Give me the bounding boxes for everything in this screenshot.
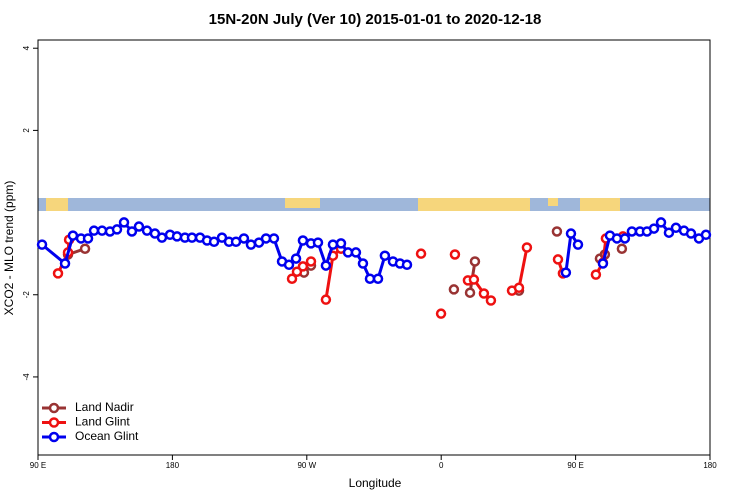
point — [449, 249, 461, 260]
point — [327, 239, 339, 250]
map-band — [38, 198, 710, 211]
point — [648, 223, 660, 234]
point — [572, 239, 584, 250]
point — [448, 284, 460, 295]
point — [171, 231, 183, 242]
point — [521, 242, 533, 253]
point — [52, 268, 64, 279]
land-patch — [46, 198, 68, 211]
point — [415, 248, 427, 259]
point — [88, 225, 100, 236]
point — [401, 259, 413, 271]
point — [67, 230, 79, 241]
point — [245, 239, 257, 250]
point — [590, 269, 602, 280]
point — [208, 236, 220, 247]
point — [619, 233, 631, 244]
point — [616, 243, 628, 254]
point — [283, 259, 295, 271]
x-tick-label: 180 — [703, 461, 717, 470]
point — [663, 227, 675, 238]
point — [350, 247, 362, 258]
point — [290, 253, 302, 264]
point — [469, 256, 481, 267]
point — [297, 261, 309, 272]
x-tick-label: 180 — [166, 461, 180, 470]
x-tick-label: 0 — [439, 461, 444, 470]
point — [700, 229, 712, 241]
legend-marker — [48, 402, 60, 414]
y-tick-label: 2 — [22, 128, 31, 133]
point — [468, 274, 480, 285]
point — [297, 235, 309, 246]
point — [286, 273, 298, 284]
point — [126, 226, 138, 237]
ocean-band — [38, 198, 710, 211]
point — [551, 226, 563, 237]
x-tick-label: 90 E — [567, 461, 583, 470]
land-patch — [285, 198, 320, 208]
point — [464, 287, 476, 298]
point — [685, 228, 697, 239]
point — [478, 288, 490, 299]
point — [364, 273, 376, 284]
legend-label: Land Glint — [75, 415, 130, 429]
x-axis-label: Longitude — [349, 476, 402, 490]
point — [655, 217, 667, 228]
point — [133, 221, 145, 232]
y-tick-label: -2 — [22, 291, 31, 299]
point — [379, 250, 391, 261]
point — [320, 294, 332, 305]
legend-marker — [48, 417, 60, 428]
point — [305, 256, 317, 267]
point — [320, 260, 332, 271]
point — [597, 258, 609, 269]
point — [335, 238, 347, 249]
point — [59, 258, 71, 269]
point — [36, 239, 48, 250]
land-patch — [548, 198, 558, 206]
y-tick-label: -4 — [22, 373, 31, 381]
point — [82, 233, 94, 244]
point — [670, 222, 682, 234]
point — [118, 217, 130, 228]
point — [565, 228, 577, 239]
point — [186, 232, 198, 243]
x-tick-label: 90 E — [30, 461, 46, 470]
point — [552, 254, 564, 265]
x-tick-label: 90 W — [297, 461, 316, 470]
y-axis-label: XCO2 - MLO trend (ppm) — [2, 181, 16, 316]
point — [435, 308, 447, 319]
land-patch — [418, 198, 530, 211]
point — [485, 295, 497, 306]
point — [372, 273, 384, 284]
land-patch — [580, 198, 620, 211]
point — [513, 282, 525, 294]
point — [312, 237, 324, 248]
y-tick-label: 4 — [22, 45, 31, 50]
point — [357, 258, 369, 269]
point — [79, 243, 91, 254]
legend-label: Land Nadir — [75, 400, 134, 414]
legend-marker — [48, 431, 60, 443]
legend-label: Ocean Glint — [75, 429, 139, 443]
chart-title: 15N-20N July (Ver 10) 2015-01-01 to 2020… — [209, 11, 542, 28]
point — [111, 224, 123, 235]
point — [626, 226, 638, 237]
point — [268, 233, 280, 244]
plot-frame — [37, 39, 711, 456]
point — [238, 233, 250, 244]
point — [560, 267, 572, 278]
point — [156, 232, 168, 243]
